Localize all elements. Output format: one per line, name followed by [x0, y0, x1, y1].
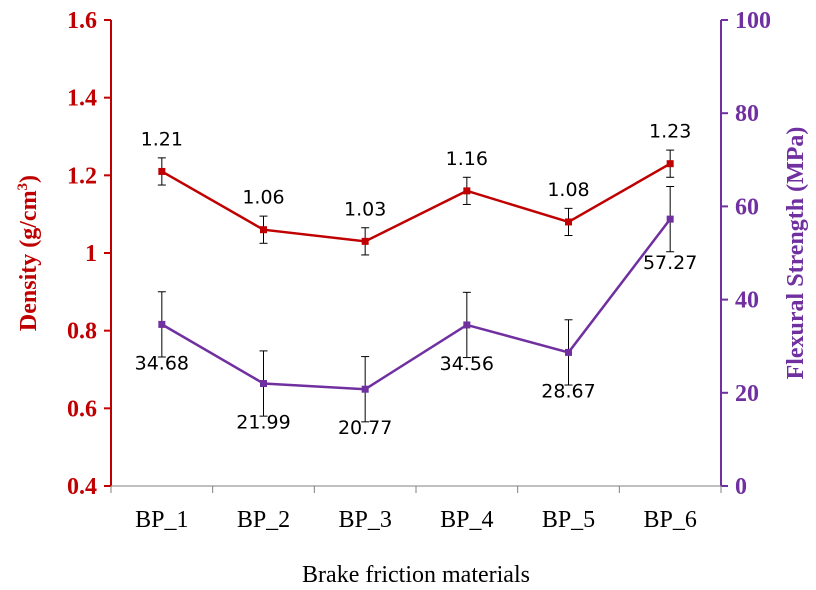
left-y-axis-title: Density (g/cm3): [15, 175, 42, 331]
data-label: 21.99: [236, 412, 290, 434]
x-tick-label: BP_5: [542, 507, 595, 533]
left-tick-label: 0.4: [67, 474, 97, 500]
x-tick-label: BP_1: [135, 507, 188, 533]
left-y-axis-title-main: Density (g/cm: [16, 190, 42, 331]
data-point: [361, 385, 369, 393]
data-label: 1.23: [649, 121, 691, 143]
data-label: 57.27: [643, 252, 697, 274]
left-y-axis-title-sup: 3: [15, 183, 31, 191]
left-tick-label: 1.6: [67, 8, 97, 34]
right-tick-label: 60: [735, 194, 759, 220]
data-point: [565, 348, 572, 356]
left-tick-label: 0.6: [67, 396, 97, 422]
data-label: 1.03: [344, 198, 386, 220]
right-tick-label: 0: [735, 474, 747, 500]
series-layer: [157, 149, 675, 423]
x-ticks: BP_1 BP_2 BP_3 BP_4 BP_5 BP_6: [110, 486, 722, 533]
data-point: [260, 226, 267, 234]
x-tick-label: BP_6: [643, 507, 696, 533]
x-tick-label: BP_4: [440, 507, 493, 533]
series-line: [161, 162, 671, 243]
left-tick-label: 1.2: [67, 163, 97, 189]
data-point: [463, 321, 471, 329]
data-point: [361, 237, 369, 245]
data-label: 34.68: [135, 352, 189, 374]
right-y-axis-title: Flexural Strength (MPa): [783, 127, 809, 380]
data-point: [565, 218, 572, 226]
data-label: 1.16: [446, 148, 488, 170]
data-point: [666, 215, 674, 223]
data-point: [158, 320, 166, 328]
data-label: 34.56: [440, 353, 494, 375]
right-tick-label: 80: [735, 101, 759, 127]
left-y-axis-title-end: ): [16, 175, 42, 183]
data-label-layer: 1.21 1.06 1.03 1.16 1.08 1.23 34.68 21.99 20.77 3…: [135, 121, 698, 440]
data-point: [666, 160, 674, 168]
right-tick-label: 20: [735, 381, 759, 407]
left-y-ticks: 0.4 0.6 0.8 1 1.2 1.4 1.6: [67, 8, 111, 500]
data-point: [158, 167, 166, 175]
data-point: [260, 380, 267, 388]
x-axis-title: Brake friction materials: [302, 562, 530, 588]
data-label: 20.77: [338, 417, 392, 439]
right-tick-label: 40: [735, 288, 759, 314]
series-line: [161, 218, 672, 391]
data-label: 1.21: [141, 128, 183, 150]
left-tick-label: 1.4: [67, 86, 97, 112]
right-tick-label: 100: [735, 8, 771, 34]
data-point: [463, 187, 471, 195]
x-tick-label: BP_3: [338, 507, 391, 533]
data-label: 1.08: [547, 179, 589, 201]
data-label: 1.06: [242, 187, 284, 209]
x-tick-label: BP_2: [237, 507, 290, 533]
data-label: 28.67: [541, 380, 595, 402]
right-y-ticks: 0 20 40 60 80 100: [721, 8, 771, 500]
left-tick-label: 0.8: [67, 319, 97, 345]
left-tick-label: 1: [85, 241, 97, 267]
